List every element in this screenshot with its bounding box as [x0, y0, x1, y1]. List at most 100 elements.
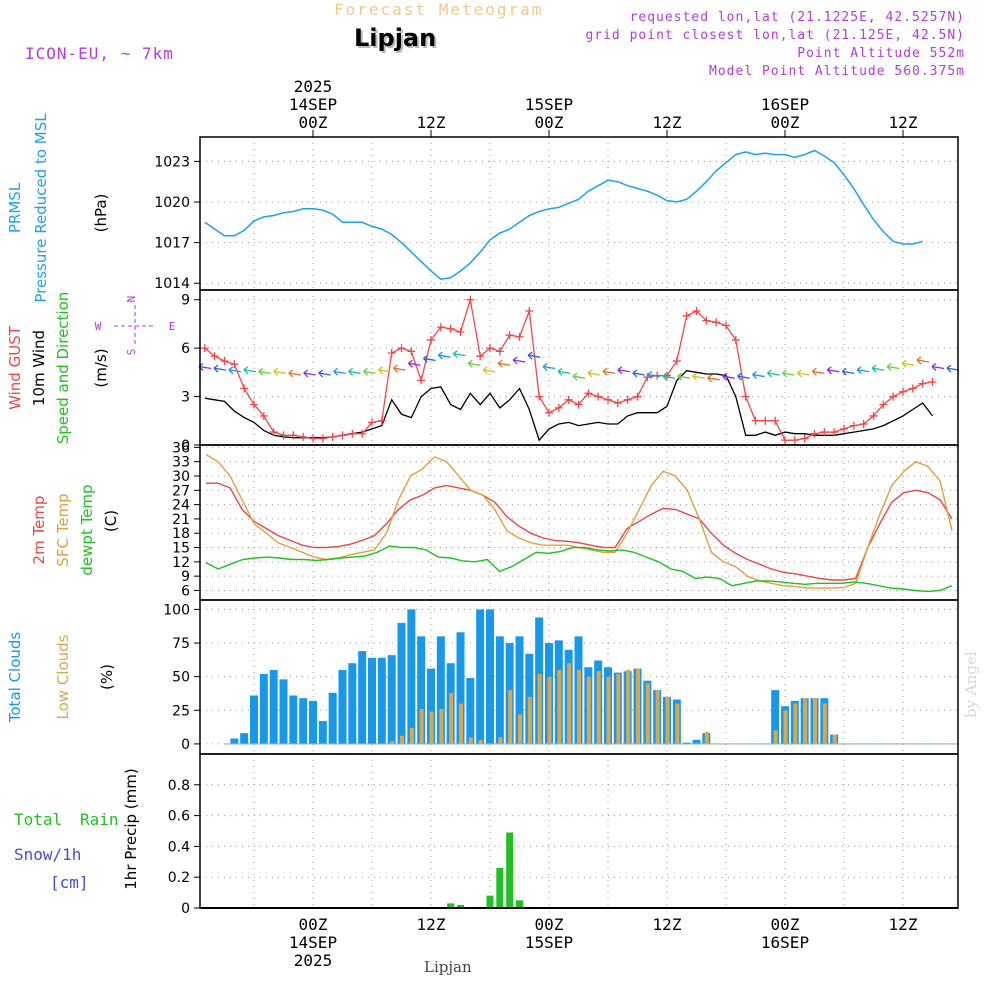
- wind-direction-arrow: [647, 371, 660, 380]
- gust-marker: [486, 344, 494, 353]
- low-cloud-bar: [498, 737, 503, 744]
- x-date-label-top: 14SEP: [289, 95, 337, 114]
- gust-marker: [318, 434, 327, 443]
- x-tick-label-top: 12Z: [417, 113, 446, 132]
- low-cloud-bar: [449, 692, 454, 744]
- gust-marker: [613, 399, 622, 408]
- requested-coords: requested lon,lat (21.1225E, 42.5257N): [629, 10, 965, 25]
- wind-direction-arrow: [931, 362, 945, 371]
- low-cloud-bar: [803, 698, 808, 744]
- gust-marker: [928, 378, 937, 387]
- wind-direction-arrow: [407, 359, 421, 368]
- wind-direction-arrow: [692, 372, 705, 381]
- wind-gust-line: [204, 299, 933, 441]
- y-tick-label: 1017: [154, 236, 190, 252]
- gust-marker: [584, 389, 593, 398]
- total-cloud-bar: [427, 668, 435, 744]
- y-tick-label: 21: [172, 512, 190, 528]
- rain-bar: [457, 904, 464, 908]
- wind-direction-arrow: [512, 356, 526, 365]
- gust-marker: [731, 336, 740, 345]
- gust-marker: [348, 429, 357, 438]
- gust-marker: [250, 400, 258, 409]
- gust-marker: [604, 395, 612, 404]
- clouds-unit-label: (%): [98, 664, 116, 690]
- wind-direction-arrow: [572, 372, 586, 381]
- y-tick-label: 33: [172, 455, 190, 471]
- gust-marker: [908, 384, 917, 393]
- compass-west: W: [95, 320, 102, 333]
- y-tick-label: 12: [172, 555, 190, 571]
- y-tick-label: 0: [181, 901, 190, 917]
- y-tick-label: 30: [172, 469, 190, 485]
- x-date-label-bottom: 16SEP: [761, 933, 809, 952]
- gust-marker: [220, 357, 229, 366]
- y-tick-label: 27: [172, 483, 190, 499]
- total-cloud-bar: [230, 738, 239, 744]
- gust-marker: [623, 395, 632, 404]
- wind-direction-arrow: [677, 372, 690, 381]
- low-cloud-bar: [606, 676, 611, 744]
- temp-unit-label: (C): [102, 510, 120, 532]
- total-cloud-bar: [466, 678, 475, 744]
- compass-east: E: [169, 320, 176, 333]
- rain-bar: [506, 832, 514, 908]
- gust-marker: [771, 416, 780, 425]
- dewpt-label: dewpt Temp: [78, 484, 96, 575]
- x-year-label-top: 2025: [294, 77, 333, 96]
- total-cloud-bar: [387, 655, 396, 744]
- axis-layer: 1014101710201023036969121518212427303336…: [154, 77, 959, 970]
- y-tick-label: 0.2: [168, 870, 190, 886]
- panel-frame: [199, 444, 959, 601]
- gust-marker: [879, 400, 888, 409]
- x-date-label-top: 16SEP: [761, 95, 809, 114]
- gust-marker: [309, 434, 317, 443]
- y-tick-label: 9: [181, 569, 190, 585]
- pressure-line: [204, 149, 923, 280]
- total-cloud-bar: [682, 742, 691, 744]
- x-date-label-top: 15SEP: [525, 95, 573, 114]
- total-cloud-bar: [328, 692, 337, 744]
- low-cloud-bar: [832, 734, 837, 744]
- y-tick-label: 1020: [154, 195, 190, 211]
- low-cloud-bar: [645, 683, 650, 744]
- panel-frame: [199, 136, 959, 291]
- total-rain-label-total: Total: [14, 810, 62, 829]
- wind-direction-arrow: [273, 367, 286, 376]
- wind-direction-arrow: [303, 369, 316, 378]
- x-tick-label-bottom: 00Z: [535, 915, 564, 934]
- gust-marker: [574, 400, 583, 409]
- total-cloud-bar: [309, 700, 317, 744]
- low-cloud-bar: [419, 708, 424, 744]
- low-cloud-bar: [508, 690, 513, 744]
- y-tick-label: 25: [172, 703, 190, 719]
- total-cloud-bar: [358, 651, 367, 744]
- low-cloud-bar: [409, 727, 414, 744]
- gust-marker: [417, 376, 426, 385]
- total-cloud-bar: [299, 698, 308, 744]
- wind-direction-arrow: [587, 369, 601, 378]
- total-cloud-bar: [269, 669, 278, 744]
- wind-direction-arrow: [437, 351, 451, 360]
- gust-marker: [899, 387, 907, 396]
- total-cloud-bar: [348, 663, 357, 744]
- total-cloud-bar: [318, 721, 327, 744]
- gust-marker: [820, 428, 829, 437]
- gust-marker: [702, 316, 711, 325]
- gust-marker: [200, 344, 209, 353]
- x-tick-label-bottom: 12Z: [653, 915, 682, 934]
- x-tick-label-bottom: 00Z: [771, 915, 800, 934]
- gust-marker: [397, 344, 406, 353]
- wind-direction-arrow: [213, 364, 227, 373]
- total-cloud-bar: [250, 695, 258, 744]
- total-cloud-bar: [495, 636, 504, 744]
- low-cloud-bar: [478, 739, 483, 744]
- y-tick-label: 15: [172, 541, 190, 557]
- rain-bar: [447, 903, 455, 908]
- low-cloud-bar: [616, 673, 621, 744]
- wind-direction-arrow: [557, 367, 571, 376]
- compass-north: N: [125, 296, 138, 303]
- low-cloud-bar: [459, 703, 463, 744]
- gust-marker: [495, 347, 504, 356]
- y-tick-label: 75: [172, 636, 190, 652]
